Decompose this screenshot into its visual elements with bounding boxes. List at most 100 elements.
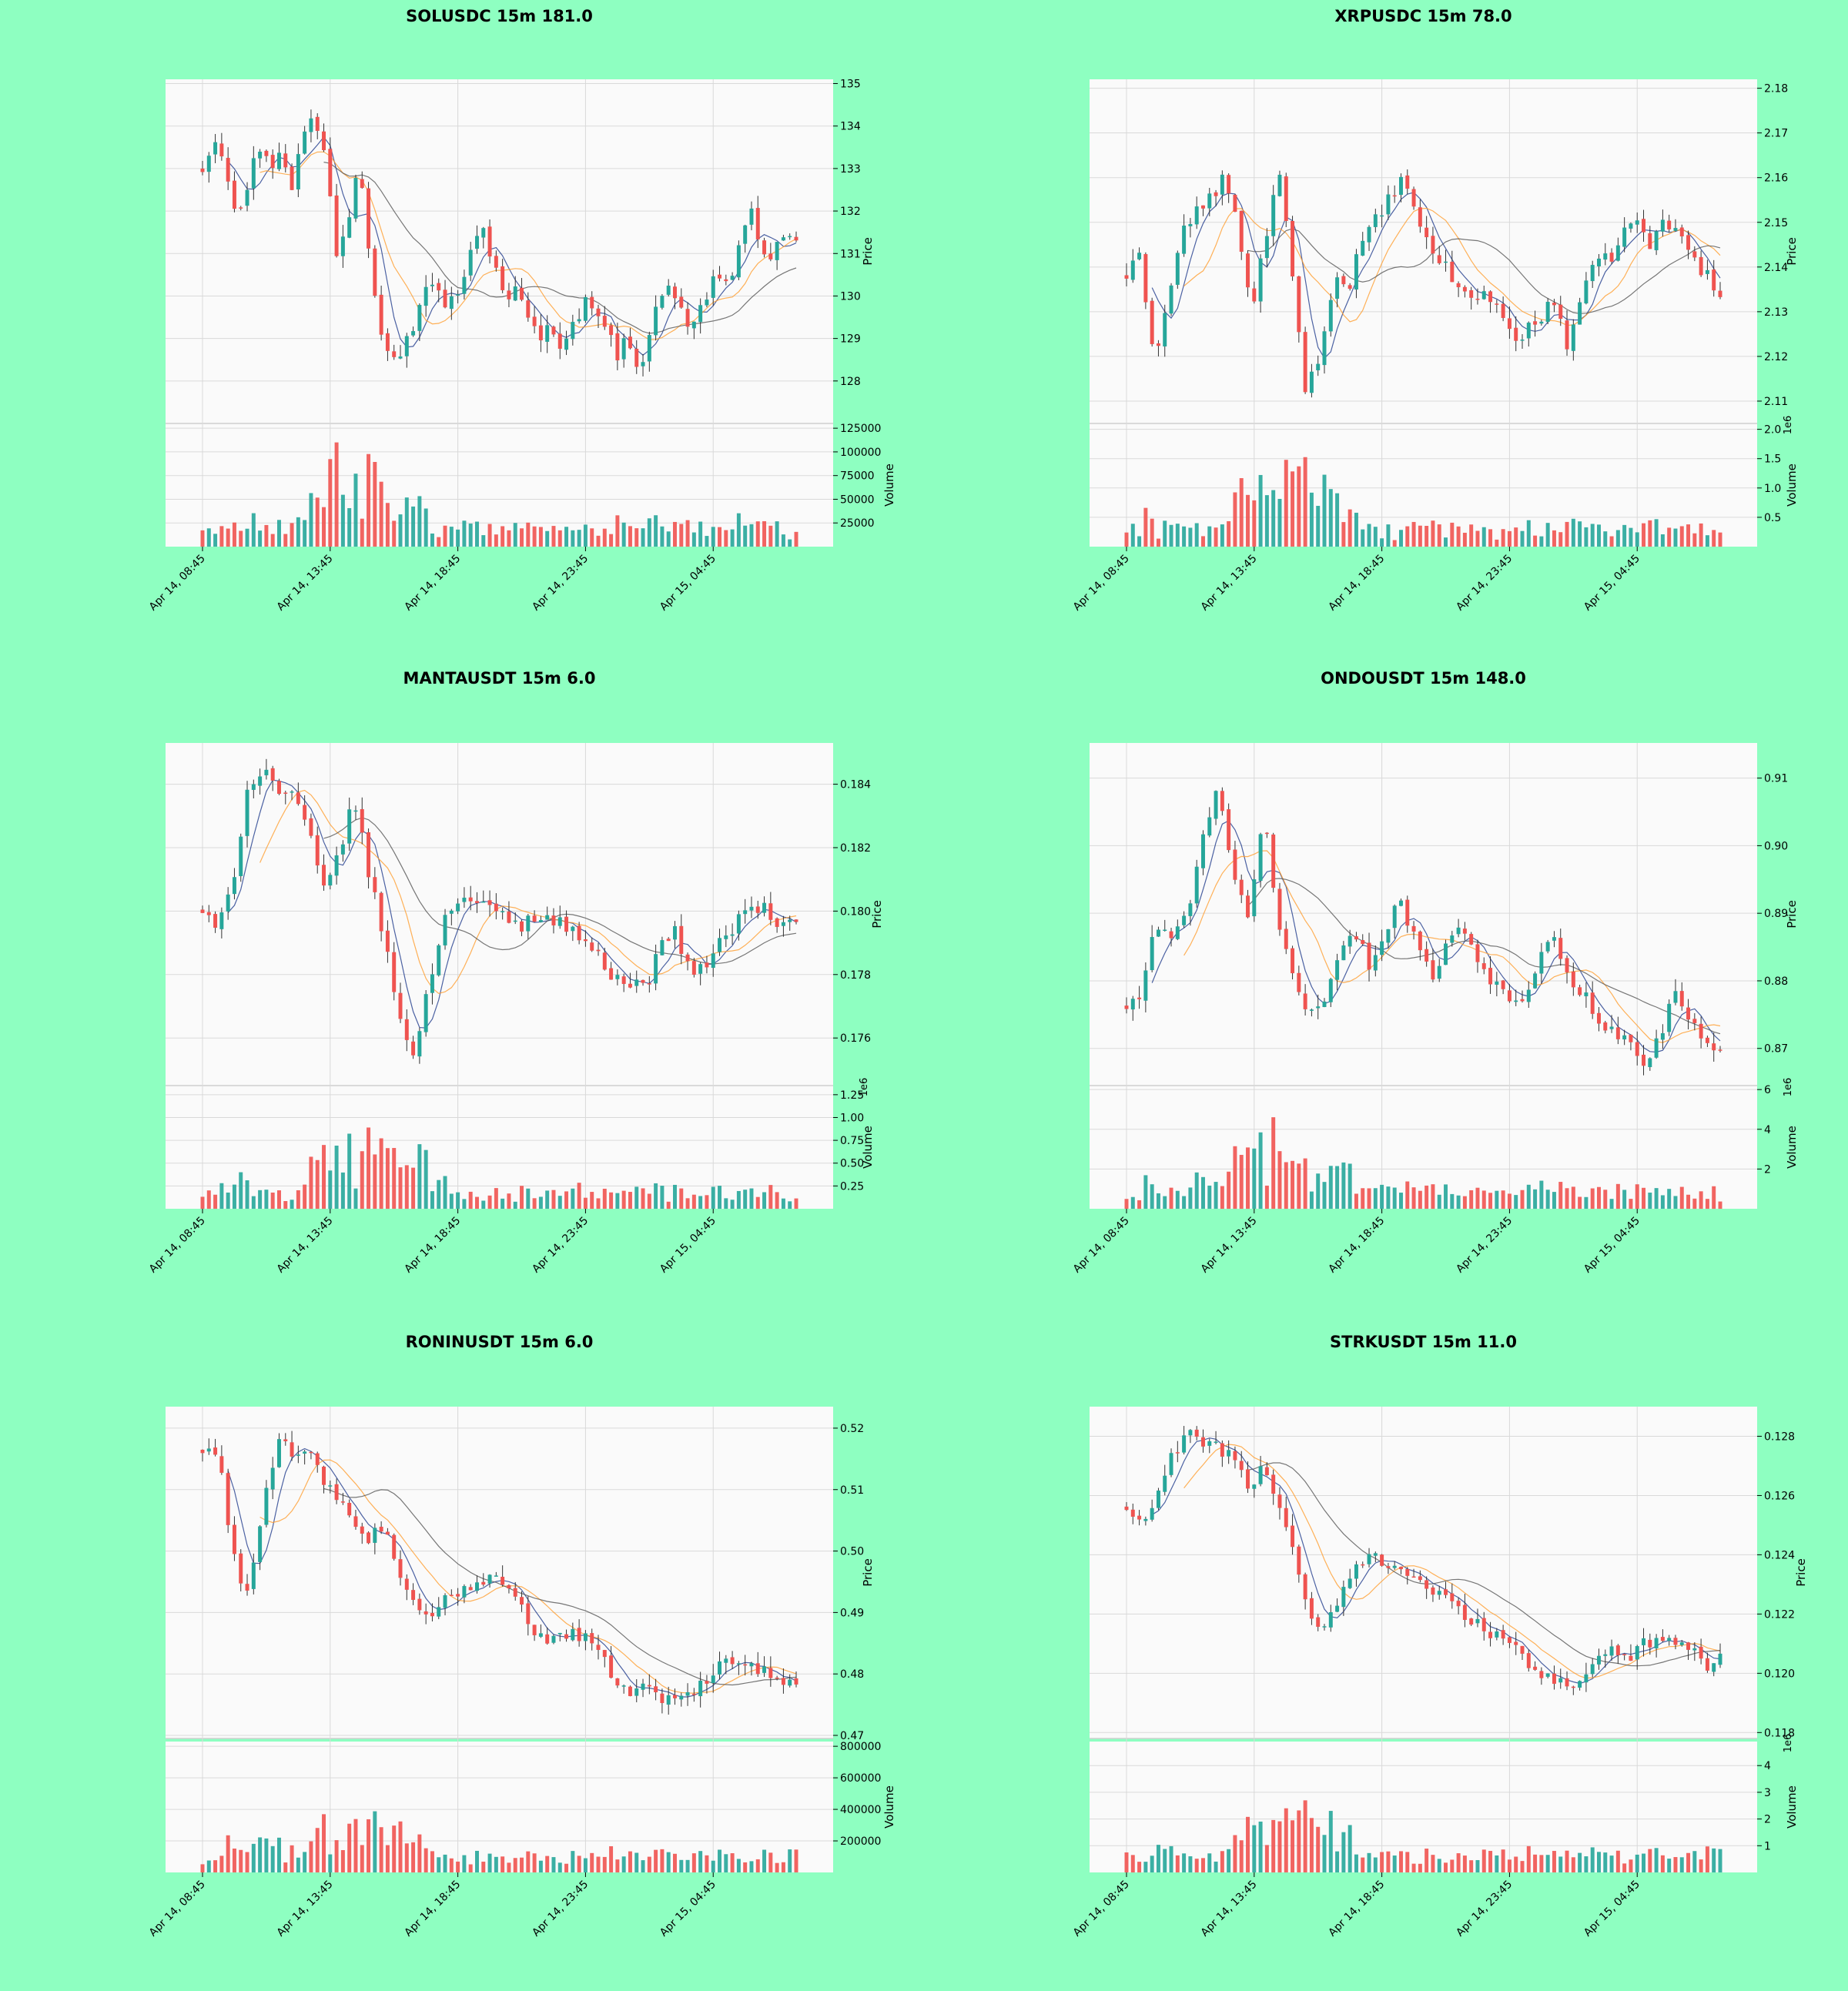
volume-bar bbox=[1316, 1826, 1321, 1872]
candle-body bbox=[1533, 973, 1538, 989]
candle bbox=[1469, 932, 1474, 945]
volume-bar bbox=[615, 1193, 620, 1209]
volume-bar bbox=[1596, 1852, 1601, 1872]
volume-bar bbox=[1514, 527, 1518, 547]
candle bbox=[1654, 1029, 1659, 1059]
volume-bar bbox=[1188, 1856, 1193, 1872]
candle bbox=[520, 919, 524, 936]
volume-bar bbox=[1392, 1855, 1397, 1872]
volume-bar bbox=[672, 521, 677, 547]
candle bbox=[1124, 997, 1129, 1014]
volume-tick-label: 0.50 bbox=[840, 1158, 864, 1170]
volume-bar bbox=[1533, 1189, 1538, 1209]
candle-body bbox=[1501, 303, 1505, 318]
candle bbox=[1648, 226, 1652, 249]
volume-bar bbox=[1622, 524, 1627, 547]
candle-body bbox=[634, 1688, 639, 1696]
candle-body bbox=[1571, 1686, 1575, 1688]
candle bbox=[526, 292, 531, 322]
candle-body bbox=[1386, 194, 1391, 215]
candle-body bbox=[1194, 866, 1199, 904]
price-tick-label: 0.48 bbox=[840, 1668, 864, 1681]
volume-bar bbox=[1514, 1856, 1518, 1872]
volume-bar bbox=[615, 1859, 620, 1872]
candle bbox=[596, 942, 601, 956]
candle-body bbox=[513, 286, 517, 301]
candle-body bbox=[577, 1628, 581, 1641]
candle bbox=[340, 1492, 345, 1505]
candle-body bbox=[213, 142, 218, 155]
volume-bar bbox=[487, 524, 492, 547]
candle bbox=[213, 911, 218, 933]
volume-bar bbox=[1539, 1855, 1544, 1872]
candle-body bbox=[296, 154, 300, 189]
candle bbox=[1291, 216, 1295, 281]
volume-panel bbox=[166, 423, 833, 547]
candle-body bbox=[775, 242, 779, 260]
volume-tick-label: 400000 bbox=[840, 1804, 881, 1816]
volume-bar bbox=[1552, 1851, 1556, 1872]
volume-bar bbox=[1552, 530, 1556, 547]
candle bbox=[1258, 832, 1263, 888]
candle-body bbox=[1469, 934, 1474, 945]
volume-bar bbox=[596, 1856, 601, 1872]
volume-bar bbox=[1712, 1848, 1716, 1872]
volume-bar bbox=[264, 524, 269, 547]
candle bbox=[1220, 1440, 1224, 1467]
candle bbox=[1673, 219, 1678, 232]
candle-body bbox=[1361, 240, 1365, 256]
candle bbox=[1258, 1456, 1263, 1487]
candle bbox=[430, 273, 434, 293]
candle bbox=[596, 304, 601, 328]
candle bbox=[1239, 874, 1244, 903]
candle-body bbox=[232, 1524, 236, 1554]
candle-body bbox=[1679, 227, 1684, 237]
candle-body bbox=[1526, 989, 1531, 1002]
candle-body bbox=[794, 236, 798, 241]
candle bbox=[1277, 1487, 1282, 1520]
candle bbox=[353, 1509, 358, 1530]
candle-body bbox=[367, 188, 371, 249]
candle-body bbox=[1578, 302, 1582, 325]
volume-bar bbox=[283, 1201, 288, 1209]
candle bbox=[1303, 984, 1307, 1016]
candle-body bbox=[1194, 1429, 1199, 1437]
candle-body bbox=[494, 903, 498, 912]
candle-body bbox=[340, 1501, 345, 1503]
candle bbox=[507, 1584, 511, 1594]
candle bbox=[679, 914, 684, 965]
volume-bar bbox=[705, 536, 709, 547]
candle-body bbox=[276, 1439, 281, 1467]
candle-body bbox=[1552, 937, 1556, 941]
volume-bar bbox=[1462, 1196, 1467, 1209]
candle-body bbox=[1660, 1033, 1665, 1040]
candle-body bbox=[404, 1578, 409, 1590]
candle-body bbox=[1539, 952, 1544, 974]
volume-bar bbox=[1565, 1850, 1569, 1872]
candle bbox=[1150, 925, 1154, 972]
volume-bar bbox=[1545, 1190, 1550, 1209]
candle bbox=[1718, 282, 1722, 299]
volume-bar bbox=[494, 1188, 498, 1209]
candle-body bbox=[328, 875, 333, 886]
candle-body bbox=[1424, 227, 1429, 238]
candle bbox=[1169, 1448, 1173, 1477]
volume-bar bbox=[430, 1191, 434, 1209]
candle-body bbox=[1163, 929, 1167, 932]
volume-bar bbox=[609, 534, 614, 547]
candle-body bbox=[1654, 1638, 1659, 1648]
volume-bar bbox=[1545, 523, 1550, 547]
volume-bar bbox=[551, 1857, 556, 1872]
candle bbox=[654, 944, 658, 991]
candle bbox=[660, 1688, 665, 1714]
candle bbox=[1424, 1576, 1429, 1599]
candle-body bbox=[1291, 1525, 1295, 1548]
volume-bar bbox=[660, 526, 665, 547]
volume-bar bbox=[398, 514, 403, 547]
volume-bar bbox=[1398, 1851, 1403, 1872]
candle bbox=[360, 171, 364, 189]
candle bbox=[270, 1457, 275, 1500]
candle bbox=[481, 890, 486, 903]
candle bbox=[1424, 941, 1429, 967]
